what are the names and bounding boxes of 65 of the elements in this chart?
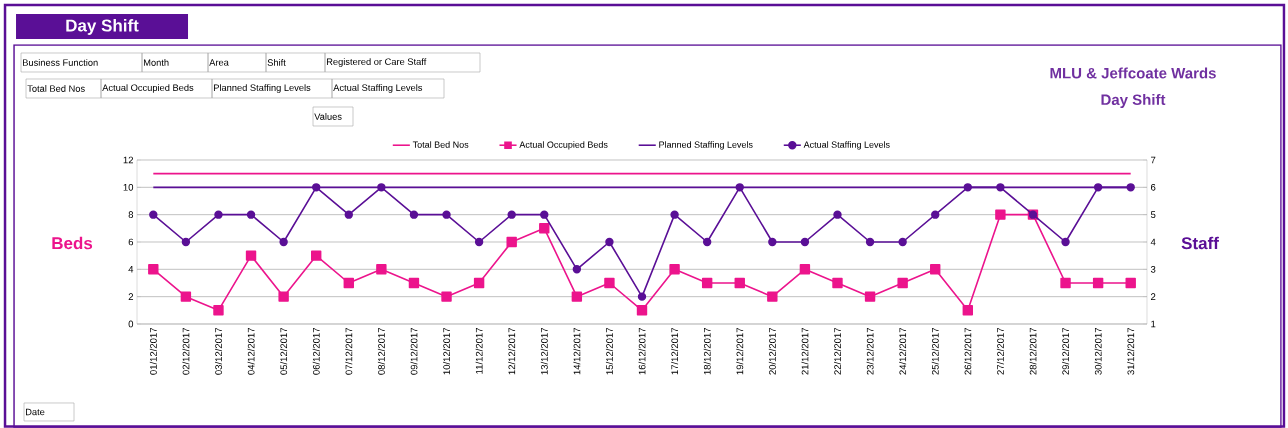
x-tick-label: 15/12/2017 [605, 328, 613, 375]
y2-tick-label: 4 [1150, 238, 1156, 246]
x-tick-label: 02/12/2017 [182, 328, 190, 375]
x-tick-label: 12/12/2017 [508, 328, 516, 375]
x-tick-label: 14/12/2017 [573, 328, 581, 375]
text: Values [314, 113, 342, 120]
x-tick-label: 18/12/2017 [703, 328, 711, 375]
y2-tick-label: 1 [1151, 320, 1156, 328]
y-tick-label: 2 [128, 293, 134, 300]
text: Month [143, 59, 169, 66]
y-tick-label: 0 [128, 320, 134, 328]
text: Actual Staffing Levels [333, 84, 423, 93]
x-tick-label: 21/12/2017 [801, 328, 809, 375]
y2-tick-label: 6 [1151, 183, 1156, 191]
text: Planned Staffing Levels [213, 84, 311, 93]
y2-tick-label: 2 [1151, 293, 1156, 300]
y-tick-label: 4 [128, 266, 134, 273]
legend-label: Total Bed Nos [412, 141, 469, 148]
y-tick-label: 8 [128, 211, 134, 219]
legend-label: Actual Occupied Beds [519, 141, 608, 150]
y-tick-label: 6 [128, 238, 134, 246]
x-tick-label: 25/12/2017 [931, 328, 939, 375]
x-tick-label: 20/12/2017 [768, 328, 776, 375]
x-tick-label: 27/12/2017 [996, 328, 1004, 375]
chart-subtitle: Day Shift [1101, 94, 1166, 108]
x-tick-label: 31/12/2017 [1127, 328, 1135, 375]
y-tick-label: 12 [123, 156, 134, 164]
x-tick-label: 08/12/2017 [377, 328, 385, 375]
x-tick-label: 06/12/2017 [312, 328, 320, 375]
x-tick-label: 23/12/2017 [866, 328, 874, 375]
text: Registered or Care Staff [326, 58, 427, 67]
x-tick-label: 26/12/2017 [964, 328, 972, 375]
x-tick-label: 16/12/2017 [638, 328, 646, 375]
text: Total Bed Nos [27, 85, 85, 92]
x-tick-label: 29/12/2017 [1062, 328, 1070, 375]
legend-label: Planned Staffing Levels [659, 141, 753, 150]
legend-label: Actual Staffing Levels [803, 141, 890, 150]
x-tick-label: 05/12/2017 [280, 328, 288, 375]
y-axis-title: Beds [52, 236, 93, 250]
x-tick-label: 28/12/2017 [1029, 328, 1037, 375]
y2-axis-title: Staff [1181, 236, 1219, 250]
text: Actual Occupied Beds [102, 84, 194, 93]
x-tick-label: 01/12/2017 [149, 328, 157, 375]
text: Area [209, 59, 229, 66]
x-tick-label: 22/12/2017 [834, 328, 841, 375]
chart-title: MLU & Jeffcoate Wards [1050, 67, 1216, 79]
y-tick-label: 10 [123, 183, 134, 191]
y2-tick-label: 5 [1150, 211, 1156, 218]
x-tick-label: 24/12/2017 [899, 328, 907, 375]
x-tick-label: 09/12/2017 [410, 328, 418, 375]
text: Business Function [22, 59, 98, 66]
x-tick-label: 13/12/2017 [540, 328, 548, 375]
text: Date [25, 408, 45, 416]
y2-tick-label: 7 [1151, 156, 1156, 164]
x-tick-label: 10/12/2017 [443, 328, 451, 375]
text: Day Shift [66, 19, 139, 35]
x-tick-label: 30/12/2017 [1094, 328, 1102, 375]
x-tick-label: 19/12/2017 [736, 328, 744, 375]
x-tick-label: 04/12/2017 [247, 328, 255, 375]
x-tick-label: 17/12/2017 [671, 328, 679, 375]
x-tick-label: 11/12/2017 [475, 327, 483, 374]
y2-tick-label: 3 [1150, 265, 1156, 273]
x-tick-label: 07/12/2017 [345, 328, 353, 375]
x-tick-label: 03/12/2017 [214, 328, 222, 375]
text: Shift [267, 59, 286, 66]
